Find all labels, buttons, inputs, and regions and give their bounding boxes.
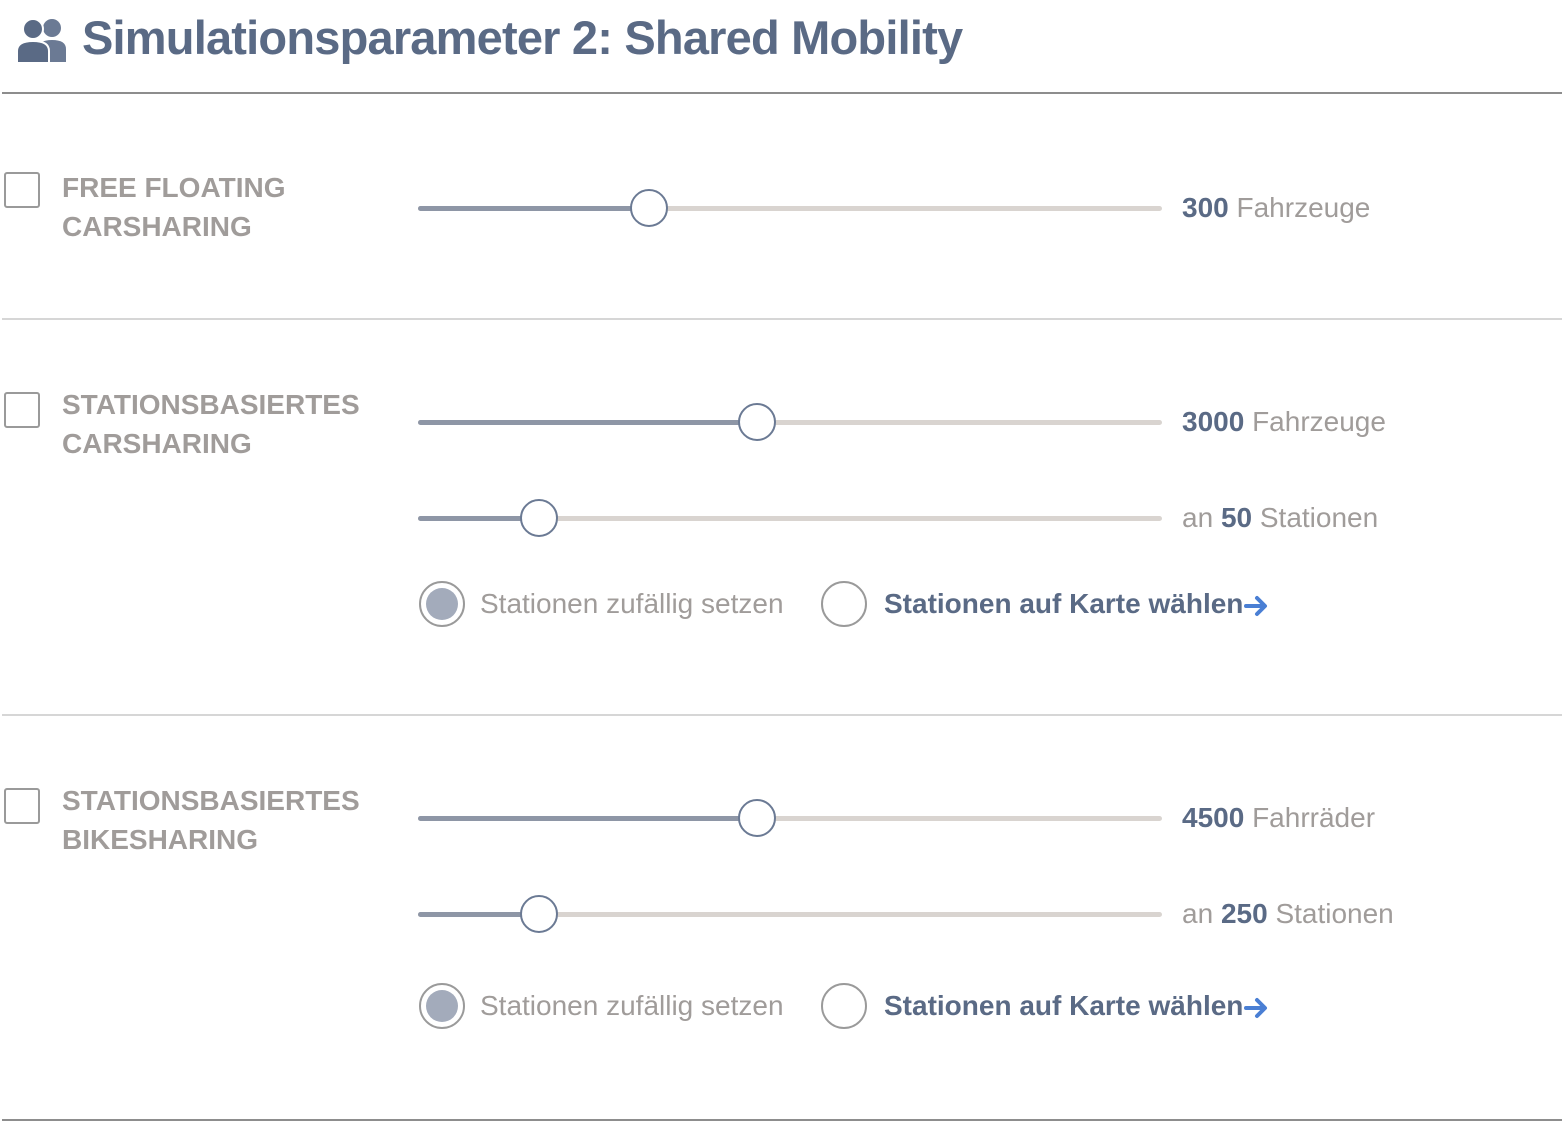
vehicle-unit: Fahrzeuge xyxy=(1236,192,1371,223)
station-bikesharing-stations-value: an 250 Stationen xyxy=(1182,896,1394,932)
station-bikesharing-bikes-slider[interactable] xyxy=(418,798,1162,838)
slider-track xyxy=(418,912,1162,917)
slider-fill xyxy=(418,516,539,521)
station-carsharing-label: STATIONSBASIERTES CARSHARING xyxy=(62,385,360,463)
slider-track xyxy=(418,816,1162,821)
section-label-line2: CARSHARING xyxy=(62,211,252,242)
section-label-line1: STATIONSBASIERTES xyxy=(62,785,360,816)
station-bikesharing-map-link[interactable]: Stationen auf Karte wählen xyxy=(884,990,1244,1021)
station-carsharing-map-link[interactable]: Stationen auf Karte wählen xyxy=(884,588,1244,619)
section-label-line1: STATIONSBASIERTES xyxy=(62,389,360,420)
free-floating-checkbox[interactable] xyxy=(4,172,40,208)
station-bikesharing-bikes-value: 4500 Fahrräder xyxy=(1182,800,1375,836)
station-carsharing-stations-slider[interactable] xyxy=(418,498,1162,538)
slider-thumb[interactable] xyxy=(520,499,558,537)
station-count: 50 xyxy=(1220,502,1253,533)
slider-track xyxy=(418,516,1162,521)
station-count: 250 xyxy=(1220,898,1268,929)
station-unit: Stationen xyxy=(1275,898,1394,929)
station-carsharing-checkbox[interactable] xyxy=(4,392,40,428)
radio-selected-dot xyxy=(426,990,458,1022)
section-label-line1: FREE FLOATING xyxy=(62,172,286,203)
bottom-divider xyxy=(2,1119,1562,1121)
vehicle-unit: Fahrzeuge xyxy=(1252,406,1386,437)
station-carsharing-stations-value: an 50 Stationen xyxy=(1182,500,1378,536)
section-label-line2: CARSHARING xyxy=(62,428,252,459)
slider-thumb[interactable] xyxy=(738,403,776,441)
section-divider xyxy=(2,318,1562,320)
station-carsharing-vehicles-value: 3000 Fahrzeuge xyxy=(1182,404,1386,440)
station-carsharing-vehicles-slider[interactable] xyxy=(418,402,1162,442)
station-prefix: an xyxy=(1182,502,1214,533)
slider-fill xyxy=(418,420,757,425)
slider-fill xyxy=(418,816,757,821)
station-unit: Stationen xyxy=(1259,502,1379,533)
station-bikesharing-stations-slider[interactable] xyxy=(418,894,1162,934)
page-title: Simulationsparameter 2: Shared Mobility xyxy=(82,11,963,64)
station-bikesharing-checkbox[interactable] xyxy=(4,788,40,824)
free-floating-label: FREE FLOATING CARSHARING xyxy=(62,168,285,246)
section-divider xyxy=(2,714,1562,716)
slider-thumb[interactable] xyxy=(738,799,776,837)
station-carsharing-random-radio[interactable] xyxy=(419,581,465,627)
station-bikesharing-map-radio[interactable] xyxy=(821,983,867,1029)
free-floating-vehicles-slider[interactable] xyxy=(418,188,1162,228)
vehicle-count: 300 xyxy=(1182,192,1229,223)
free-floating-vehicles-value: 300 Fahrzeuge xyxy=(1182,190,1370,226)
bike-count: 4500 xyxy=(1182,802,1245,833)
station-carsharing-random-label[interactable]: Stationen zufällig setzen xyxy=(480,588,784,619)
arrow-right-icon[interactable] xyxy=(1244,996,1270,1020)
slider-track xyxy=(418,420,1162,425)
station-bikesharing-random-label[interactable]: Stationen zufällig setzen xyxy=(480,990,784,1021)
slider-fill xyxy=(418,912,539,917)
slider-fill xyxy=(418,206,649,211)
slider-thumb[interactable] xyxy=(520,895,558,933)
header-divider xyxy=(2,92,1562,94)
station-carsharing-map-radio[interactable] xyxy=(821,581,867,627)
slider-thumb[interactable] xyxy=(630,189,668,227)
bike-unit: Fahrräder xyxy=(1252,802,1376,833)
station-bikesharing-label: STATIONSBASIERTES BIKESHARING xyxy=(62,781,360,859)
slider-track xyxy=(418,206,1162,211)
station-bikesharing-random-radio[interactable] xyxy=(419,983,465,1029)
arrow-right-icon[interactable] xyxy=(1244,594,1270,618)
radio-selected-dot xyxy=(426,588,458,620)
station-prefix: an xyxy=(1182,898,1214,929)
page-header: Simulationsparameter 2: Shared Mobility xyxy=(0,0,1562,92)
section-label-line2: BIKESHARING xyxy=(62,824,259,855)
users-icon xyxy=(16,18,66,64)
vehicle-count: 3000 xyxy=(1182,406,1245,437)
